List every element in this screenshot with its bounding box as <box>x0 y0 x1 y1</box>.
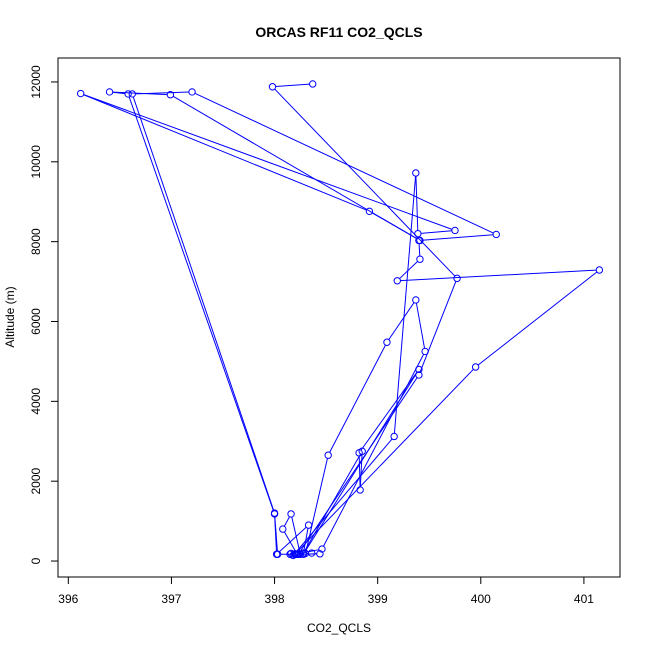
series-segment <box>275 83 310 88</box>
series-segment <box>418 243 421 257</box>
series-segment <box>194 92 494 234</box>
x-tick-label: 399 <box>368 592 388 606</box>
series-segment <box>421 230 452 234</box>
series-segment <box>83 94 367 211</box>
series-segment <box>358 456 361 487</box>
x-axis: 396 397 398 399 400 401 <box>58 576 594 606</box>
data-point <box>301 549 310 558</box>
y-axis: 0 2000 4000 6000 8000 10000 12000 <box>29 65 59 564</box>
series-segment <box>291 516 301 552</box>
data-point <box>324 451 332 459</box>
y-tick-label: 12000 <box>29 65 43 99</box>
series-segment <box>400 269 597 282</box>
series-segment <box>399 261 418 279</box>
data-point <box>272 550 281 558</box>
series-segment <box>278 526 307 553</box>
data-point <box>76 89 85 98</box>
x-tick-label: 396 <box>58 592 78 606</box>
y-tick-label: 10000 <box>29 145 43 179</box>
data-point <box>304 521 313 529</box>
data-point <box>492 230 500 239</box>
y-tick-label: 0 <box>29 557 43 564</box>
series-segment <box>172 95 418 240</box>
chart-title: ORCAS RF11 CO2_QCLS <box>255 24 422 40</box>
data-point <box>290 550 298 558</box>
series-group <box>76 80 604 560</box>
series-segment <box>132 96 274 511</box>
data-point <box>128 90 136 98</box>
data-point <box>471 363 480 371</box>
series-segment <box>419 281 457 373</box>
x-tick-label: 397 <box>161 592 181 606</box>
data-point <box>268 83 277 91</box>
data-point <box>414 229 422 238</box>
data-point <box>188 88 196 96</box>
series-segment <box>297 368 474 552</box>
data-point <box>416 255 424 263</box>
data-point <box>356 486 364 494</box>
data-point <box>316 550 324 558</box>
series-segment <box>295 438 393 553</box>
x-axis-label: CO2_QCLS <box>307 621 371 635</box>
x-tick-label: 398 <box>265 592 285 606</box>
series-segment <box>83 94 453 230</box>
series-segment <box>323 354 425 547</box>
data-point <box>451 226 459 235</box>
y-tick-label: 4000 <box>29 388 43 415</box>
series-segment <box>415 176 419 231</box>
series-segment <box>422 234 494 241</box>
series-segment <box>283 516 290 527</box>
y-tick-label: 6000 <box>29 308 43 335</box>
series-segment <box>477 271 598 366</box>
series-segment <box>329 344 386 453</box>
series-segment <box>274 88 456 277</box>
data-point <box>365 207 374 216</box>
y-tick-label: 2000 <box>29 468 43 495</box>
data-point <box>166 91 175 99</box>
data-point <box>287 549 295 558</box>
data-point <box>355 449 363 457</box>
data-point <box>124 90 132 98</box>
data-point <box>415 365 423 374</box>
data-point <box>421 347 429 356</box>
data-point <box>270 510 279 518</box>
data-point <box>393 277 401 285</box>
data-point <box>412 296 420 304</box>
x-tick-label: 401 <box>574 592 594 606</box>
series-segment <box>359 454 363 487</box>
series-segment <box>274 517 277 552</box>
series-segment <box>128 96 274 512</box>
series-segment <box>299 377 418 552</box>
x-tick-label: 400 <box>471 592 491 606</box>
data-point <box>416 236 424 245</box>
data-point <box>383 338 391 346</box>
data-point <box>415 371 423 379</box>
series-segment <box>388 302 415 340</box>
series-segment <box>305 458 328 551</box>
data-point <box>318 545 326 553</box>
data-point <box>292 550 300 558</box>
data-point <box>309 80 317 88</box>
series-segment <box>112 91 125 95</box>
data-point <box>105 88 114 96</box>
series-segment <box>303 528 309 550</box>
data-point <box>412 169 420 177</box>
y-axis-label: Altitude (m) <box>3 286 17 347</box>
series-segment <box>415 302 426 349</box>
series-segment <box>393 176 417 434</box>
data-point <box>279 525 287 533</box>
data-point <box>595 266 604 274</box>
series-segment <box>112 91 168 96</box>
series-segment <box>304 453 362 551</box>
data-point <box>287 510 295 518</box>
data-point <box>453 274 461 283</box>
data-point <box>390 432 398 441</box>
y-tick-label: 8000 <box>29 228 43 255</box>
